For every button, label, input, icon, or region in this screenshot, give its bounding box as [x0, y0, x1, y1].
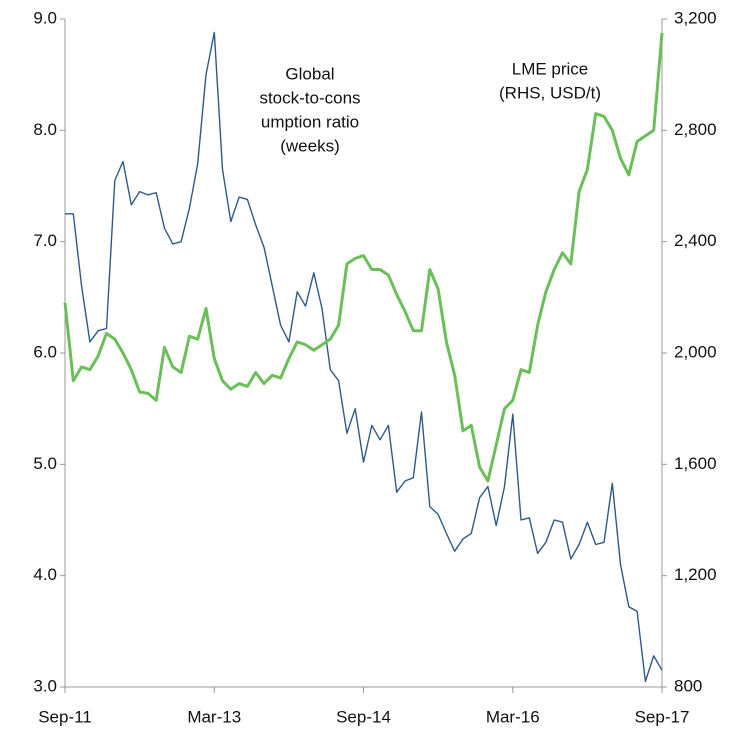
y-tick-label: 6.0: [33, 342, 57, 361]
y2-tick-label: 800: [674, 676, 702, 695]
y2-tick-label: 2,800: [674, 120, 717, 139]
y-tick-label: 9.0: [33, 8, 57, 27]
x-tick-label: Mar-13: [187, 707, 241, 726]
annotation: LME price: [512, 59, 589, 78]
annotation: Global: [285, 64, 334, 83]
annotation: stock-to-cons: [259, 88, 360, 107]
x-tick-label: Sep-14: [336, 707, 391, 726]
annotation: (weeks): [280, 136, 340, 155]
annotation: (RHS, USD/t): [499, 83, 601, 102]
y2-tick-label: 2,000: [674, 342, 717, 361]
y2-tick-label: 1,200: [674, 565, 717, 584]
y2-tick-label: 1,600: [674, 454, 717, 473]
series-line: [65, 31, 663, 683]
x-tick-label: Mar-16: [486, 707, 540, 726]
y-tick-label: 7.0: [33, 231, 57, 250]
y-tick-label: 8.0: [33, 120, 57, 139]
y2-tick-label: 2,400: [674, 231, 717, 250]
x-tick-label: Sep-11: [38, 707, 92, 726]
series-line: [63, 32, 664, 483]
y-tick-label: 5.0: [33, 454, 57, 473]
y-tick-label: 3.0: [33, 676, 57, 695]
x-tick-label: Sep-17: [635, 707, 690, 726]
annotation: umption ratio: [261, 112, 359, 131]
y2-tick-label: 3,200: [674, 8, 717, 27]
y-tick-label: 4.0: [33, 565, 57, 584]
